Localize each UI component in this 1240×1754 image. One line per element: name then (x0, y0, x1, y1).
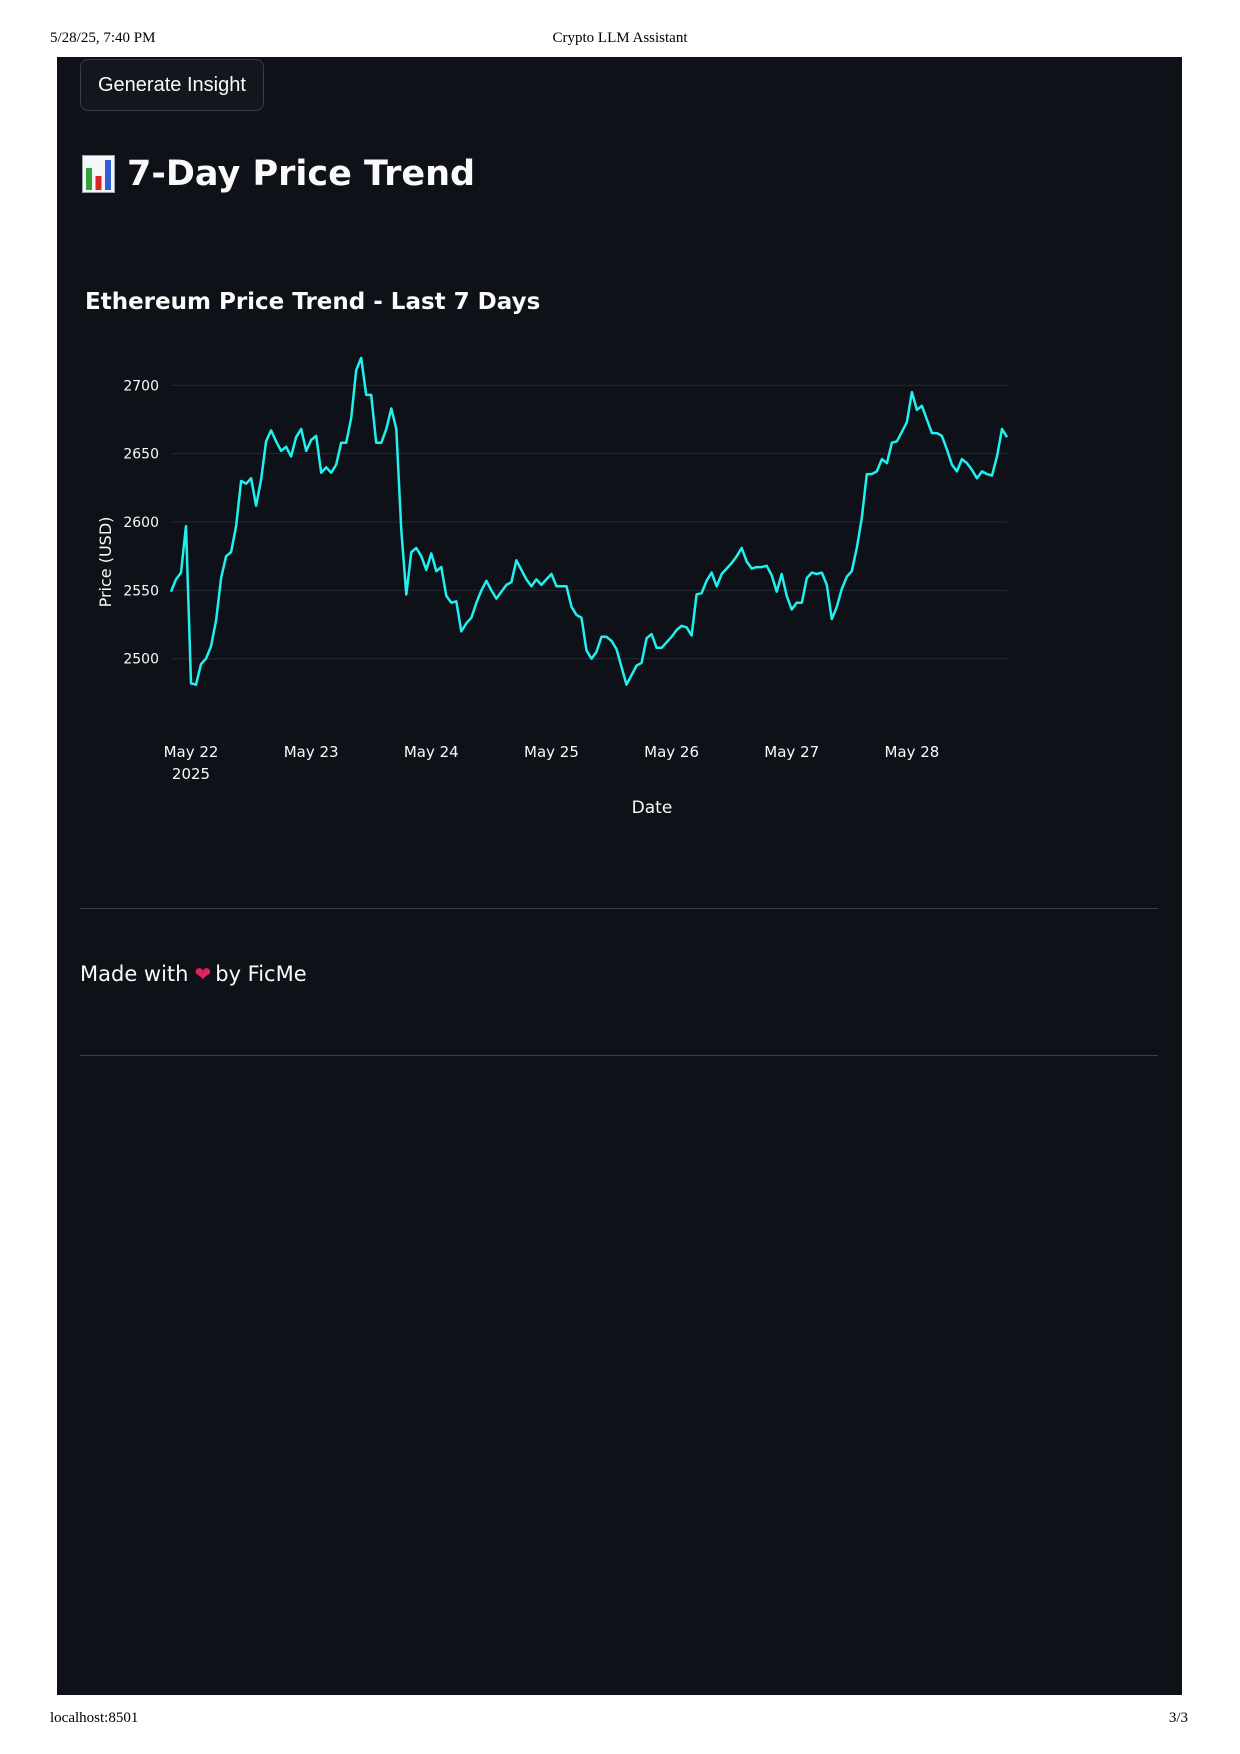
chart-gridlines (171, 384, 1007, 660)
y-tick-label: 2500 (123, 652, 159, 668)
y-tick-label: 2550 (123, 583, 159, 599)
made-with-footer: Made with ❤ by FicMe (80, 962, 307, 986)
section-title-text: 7-Day Price Trend (127, 154, 476, 194)
app-container: Generate Insight 7-Day Price Trend Ether… (57, 57, 1182, 1695)
by-author-text: by FicMe (215, 962, 307, 986)
y-tick-label: 2600 (123, 515, 159, 531)
y-tick-label: 2650 (123, 447, 159, 463)
price-chart-svg: Ethereum Price Trend - Last 7 Days Price… (85, 289, 1009, 818)
x-tick-label: May 27 (764, 743, 819, 761)
section-title: 7-Day Price Trend (82, 149, 475, 199)
generate-insight-button[interactable]: Generate Insight (80, 59, 264, 111)
top-divider (80, 908, 1158, 909)
x-tick-sublabel: 2025 (172, 765, 210, 783)
price-line (169, 356, 1009, 686)
chart-x-ticks: May 22 2025 May 23 May 24 May 25 May 26 May 27… (164, 743, 940, 783)
y-tick-label: 2700 (123, 378, 159, 394)
heart-icon: ❤ (194, 962, 212, 986)
chart-y-ticks: 2500 2550 2600 2650 2700 (123, 378, 159, 667)
bar-chart-icon (82, 155, 115, 193)
print-page-title: Crypto LLM Assistant (552, 30, 688, 46)
x-tick-label: May 22 (164, 743, 219, 761)
chart-title: Ethereum Price Trend - Last 7 Days (85, 289, 540, 315)
x-tick-label: May 26 (644, 743, 699, 761)
x-tick-label: May 28 (884, 743, 939, 761)
print-url: localhost:8501 (50, 1710, 139, 1726)
chart-y-axis-label: Price (USD) (96, 517, 115, 608)
x-tick-label: May 25 (524, 743, 579, 761)
print-footer: localhost:8501 3/3 (0, 1710, 1240, 1734)
made-with-text: Made with (80, 962, 189, 986)
print-datetime: 5/28/25, 7:40 PM (50, 30, 156, 46)
print-page-number: 3/3 (1168, 1710, 1188, 1726)
chart-x-axis-label: Date (632, 798, 673, 818)
price-chart: Ethereum Price Trend - Last 7 Days Price… (57, 227, 1182, 907)
bottom-divider (80, 1055, 1158, 1056)
print-header: 5/28/25, 7:40 PM Crypto LLM Assistant (0, 30, 1240, 54)
x-tick-label: May 24 (404, 743, 459, 761)
chart-series (169, 356, 1009, 686)
x-tick-label: May 23 (284, 743, 339, 761)
